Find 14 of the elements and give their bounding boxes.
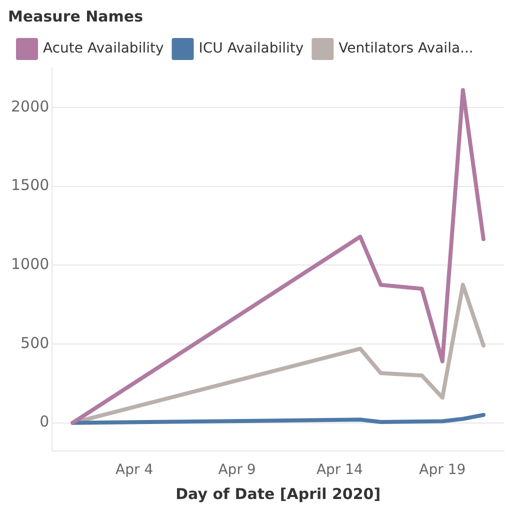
y-tick-label: 2000 [10, 97, 50, 116]
legend-label: ICU Availability [198, 40, 304, 57]
x-axis-title: Day of Date [April 2020] [176, 484, 381, 503]
legend-label: Ventilators Availa... [338, 40, 474, 57]
y-tick-label: 500 [20, 334, 50, 352]
x-tick-label: Apr 14 [316, 462, 364, 478]
x-tick-label: Apr 19 [419, 462, 466, 478]
legend-title: Measure Names [8, 7, 144, 26]
y-tick-label: 1500 [10, 176, 50, 194]
x-tick-label: Apr 4 [116, 462, 154, 478]
y-tick-label: 1000 [10, 255, 50, 274]
legend-label: Acute Availability [43, 40, 164, 57]
y-tick-label: 0 [40, 412, 50, 431]
x-tick-label: Apr 9 [218, 462, 256, 478]
